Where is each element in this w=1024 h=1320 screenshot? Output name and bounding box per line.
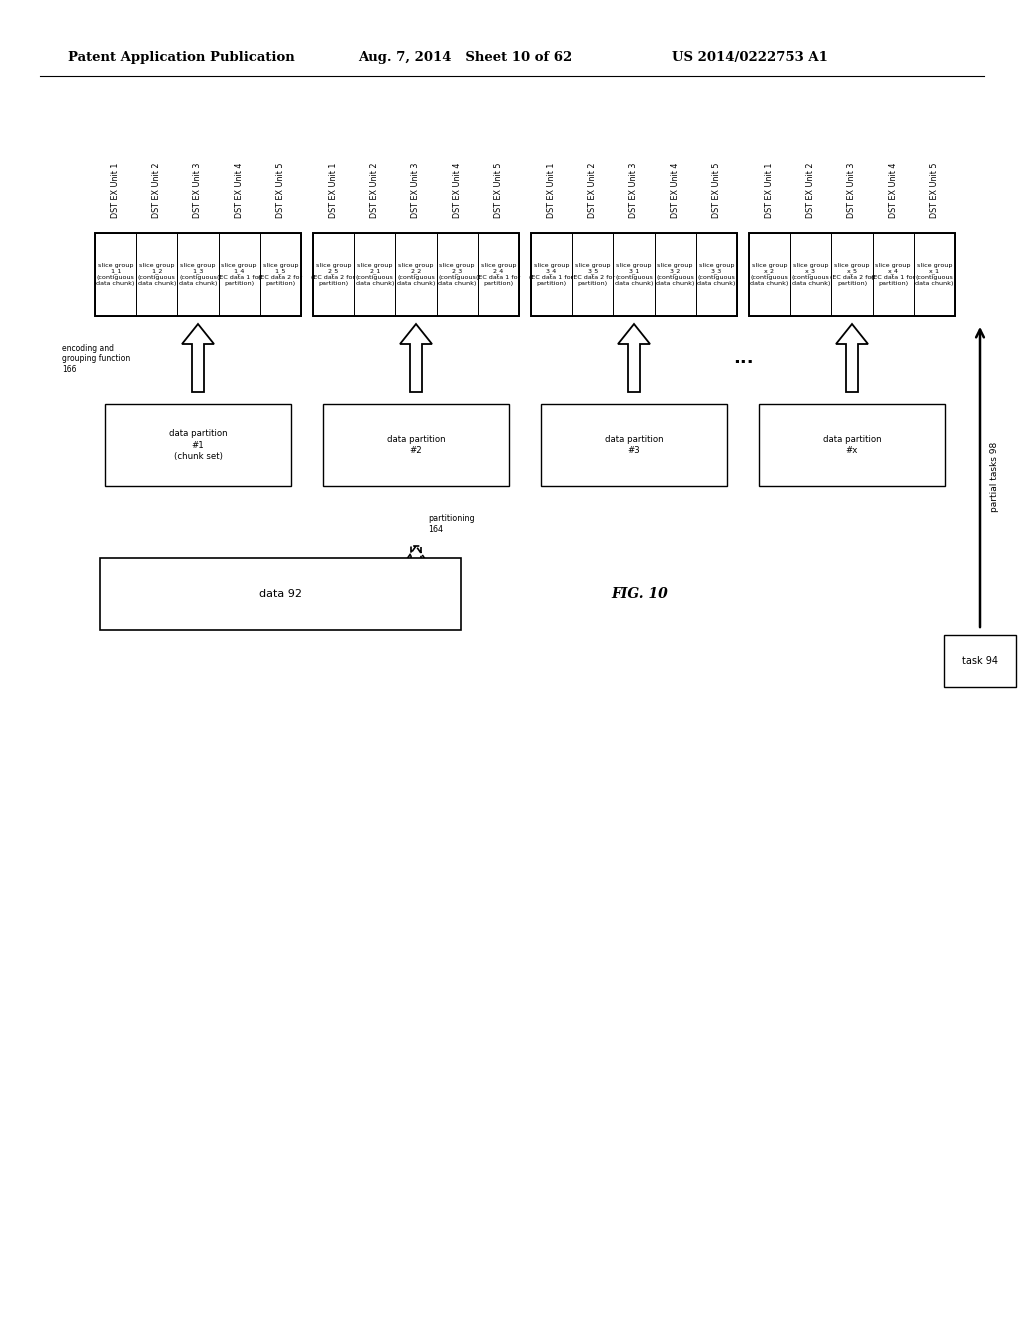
Text: slice group
2_1
(contiguous
data chunk): slice group 2_1 (contiguous data chunk): [355, 263, 394, 286]
Bar: [831, 234, 872, 315]
Bar: [531, 234, 737, 315]
Text: slice group
1_3
(contiguous
data chunk): slice group 1_3 (contiguous data chunk): [179, 263, 217, 286]
Bar: [260, 234, 301, 315]
Bar: [105, 404, 291, 486]
Bar: [136, 234, 177, 315]
Bar: [177, 234, 218, 315]
Text: DST EX Unit 5: DST EX Unit 5: [930, 162, 939, 218]
Text: DST EX Unit 4: DST EX Unit 4: [453, 162, 462, 218]
Text: data partition
#x: data partition #x: [822, 434, 882, 455]
Text: DST EX Unit 1: DST EX Unit 1: [547, 162, 556, 218]
Polygon shape: [182, 323, 214, 392]
Bar: [95, 234, 136, 315]
Text: DST EX Unit 2: DST EX Unit 2: [153, 162, 162, 218]
Text: data partition
#3: data partition #3: [605, 434, 664, 455]
Bar: [791, 234, 831, 315]
Text: DST EX Unit 1: DST EX Unit 1: [765, 162, 774, 218]
Text: task 94: task 94: [962, 656, 998, 667]
Bar: [654, 234, 695, 315]
Polygon shape: [400, 323, 432, 392]
Text: US 2014/0222753 A1: US 2014/0222753 A1: [672, 50, 827, 63]
Bar: [572, 234, 613, 315]
Bar: [95, 234, 301, 315]
Bar: [354, 234, 395, 315]
Text: slice group
3_1
(contiguous
data chunk): slice group 3_1 (contiguous data chunk): [614, 263, 653, 286]
Bar: [749, 234, 955, 315]
Polygon shape: [402, 546, 430, 566]
Text: DST EX Unit 4: DST EX Unit 4: [889, 162, 898, 218]
Text: slice group
3_2
(contiguous
data chunk): slice group 3_2 (contiguous data chunk): [656, 263, 694, 286]
Text: DST EX Unit 3: DST EX Unit 3: [194, 162, 203, 218]
Text: Patent Application Publication: Patent Application Publication: [68, 50, 295, 63]
Text: slice group
x_5
(EC data 2 for
partition): slice group x_5 (EC data 2 for partition…: [829, 263, 874, 286]
Bar: [913, 234, 955, 315]
Text: DST EX Unit 3: DST EX Unit 3: [848, 162, 856, 218]
Bar: [749, 234, 791, 315]
Text: FIG. 10: FIG. 10: [611, 587, 669, 601]
Bar: [313, 234, 354, 315]
Text: DST EX Unit 4: DST EX Unit 4: [671, 162, 680, 218]
Bar: [218, 234, 260, 315]
Text: slice group
3_4
(EC data 1 for
partition): slice group 3_4 (EC data 1 for partition…: [529, 263, 573, 286]
Text: DST EX Unit 5: DST EX Unit 5: [275, 162, 285, 218]
Text: ...: ...: [733, 348, 754, 367]
Text: DST EX Unit 5: DST EX Unit 5: [712, 162, 721, 218]
Bar: [478, 234, 519, 315]
Text: slice group
3_3
(contiguous
data chunk): slice group 3_3 (contiguous data chunk): [697, 263, 735, 286]
Text: DST EX Unit 2: DST EX Unit 2: [371, 162, 379, 218]
Text: DST EX Unit 2: DST EX Unit 2: [806, 162, 815, 218]
Text: slice group
1_1
(contiguous
data chunk): slice group 1_1 (contiguous data chunk): [96, 263, 135, 286]
Text: slice group
x_4
(EC data 1 for
partition): slice group x_4 (EC data 1 for partition…: [871, 263, 915, 286]
Polygon shape: [618, 323, 650, 392]
Text: partitioning
164: partitioning 164: [428, 515, 475, 533]
Text: DST EX Unit 5: DST EX Unit 5: [494, 162, 503, 218]
Bar: [531, 234, 572, 315]
Bar: [395, 234, 436, 315]
Text: slice group
1_5
(EC data 2 for
partition): slice group 1_5 (EC data 2 for partition…: [258, 263, 302, 286]
Text: data partition
#1
(chunk set): data partition #1 (chunk set): [169, 429, 227, 461]
Bar: [100, 558, 461, 630]
Text: Aug. 7, 2014   Sheet 10 of 62: Aug. 7, 2014 Sheet 10 of 62: [358, 50, 572, 63]
Text: slice group
1_4
(EC data 1 for
partition): slice group 1_4 (EC data 1 for partition…: [217, 263, 261, 286]
Text: slice group
2_4
(EC data 1 for
partition): slice group 2_4 (EC data 1 for partition…: [476, 263, 520, 286]
Bar: [872, 234, 913, 315]
Text: data 92: data 92: [259, 589, 302, 599]
Bar: [613, 234, 654, 315]
Text: slice group
x_2
(contiguous
data chunk): slice group x_2 (contiguous data chunk): [751, 263, 788, 286]
Bar: [541, 404, 727, 486]
Bar: [436, 234, 478, 315]
Text: DST EX Unit 2: DST EX Unit 2: [589, 162, 597, 218]
Text: slice group
2_5
(EC data 2 for
partition): slice group 2_5 (EC data 2 for partition…: [311, 263, 355, 286]
Text: slice group
x_1
(contiguous
data chunk): slice group x_1 (contiguous data chunk): [915, 263, 953, 286]
Text: encoding and
grouping function
166: encoding and grouping function 166: [62, 345, 130, 374]
Text: slice group
2_2
(contiguous
data chunk): slice group 2_2 (contiguous data chunk): [397, 263, 435, 286]
Bar: [323, 404, 509, 486]
Text: DST EX Unit 1: DST EX Unit 1: [111, 162, 120, 218]
Bar: [944, 635, 1016, 686]
Text: DST EX Unit 4: DST EX Unit 4: [234, 162, 244, 218]
Text: DST EX Unit 1: DST EX Unit 1: [329, 162, 338, 218]
Bar: [313, 234, 519, 315]
Bar: [759, 404, 945, 486]
Text: data partition
#2: data partition #2: [387, 434, 445, 455]
Text: partial tasks 98: partial tasks 98: [990, 442, 999, 512]
Text: slice group
2_3
(contiguous
data chunk): slice group 2_3 (contiguous data chunk): [438, 263, 476, 286]
Text: DST EX Unit 3: DST EX Unit 3: [630, 162, 639, 218]
Text: slice group
3_5
(EC data 2 for
partition): slice group 3_5 (EC data 2 for partition…: [570, 263, 615, 286]
Bar: [695, 234, 737, 315]
Text: DST EX Unit 3: DST EX Unit 3: [412, 162, 421, 218]
Text: slice group
x_3
(contiguous
data chunk): slice group x_3 (contiguous data chunk): [792, 263, 830, 286]
Text: slice group
1_2
(contiguous
data chunk): slice group 1_2 (contiguous data chunk): [137, 263, 176, 286]
Polygon shape: [836, 323, 868, 392]
